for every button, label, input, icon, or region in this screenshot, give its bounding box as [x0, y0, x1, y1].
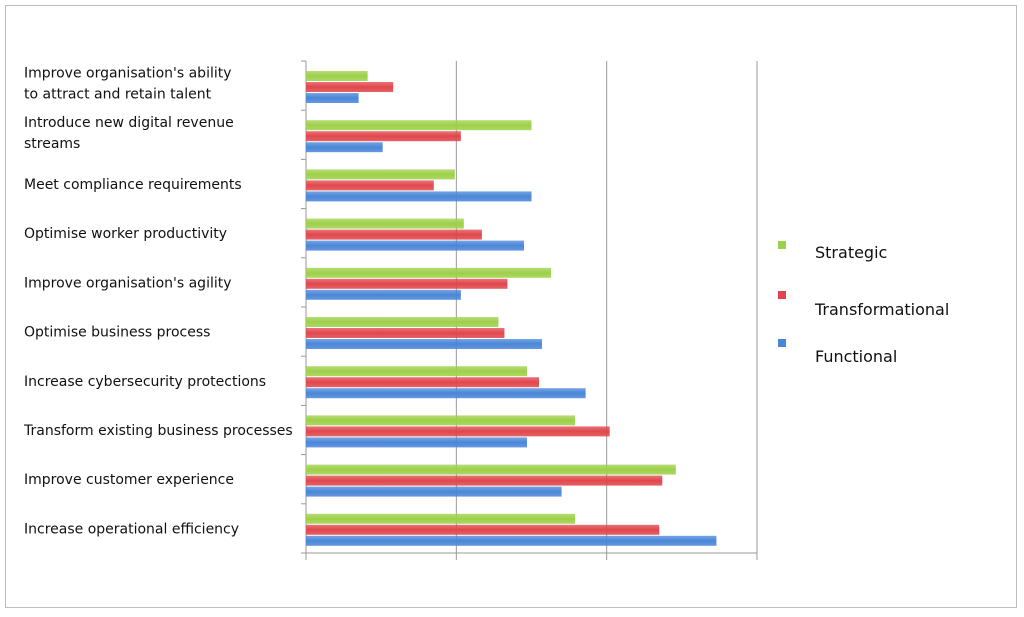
legend-label: Functional	[815, 347, 897, 366]
legend-marker-transformational	[778, 291, 786, 299]
category-label: Meet compliance requirements	[24, 177, 242, 193]
bar-strategic	[306, 120, 532, 131]
category-label-line: Optimise business process	[24, 325, 210, 341]
legend-label: Transformational	[814, 300, 949, 319]
category-label: Improve organisation's agility	[24, 275, 232, 291]
chart-frame	[5, 5, 1017, 608]
category-label-line: Increase operational efficiency	[24, 521, 239, 537]
bar-functional	[306, 93, 359, 103]
category-label-line: Improve organisation's agility	[24, 275, 232, 291]
bar-strategic	[306, 415, 576, 426]
category-label: Optimise business process	[24, 325, 210, 341]
legend-marker-functional	[778, 339, 786, 347]
category-label-line: Improve organisation's ability	[24, 66, 232, 82]
category-label: Improve organisation's ability to attract…	[24, 66, 232, 103]
bar-transformational	[306, 524, 660, 535]
bar-functional	[306, 191, 532, 202]
category-label: Increase cybersecurity protections	[24, 374, 266, 390]
bar-transformational	[306, 426, 610, 437]
category-label-line: to attract and retain talent	[24, 87, 212, 103]
bar-functional	[306, 142, 383, 153]
category-label: Optimise worker productivity	[24, 226, 227, 242]
bar-transformational	[306, 180, 434, 191]
category-label: Introduce new digital revenue streams	[24, 115, 234, 152]
bar-functional	[306, 535, 717, 546]
bar-strategic	[306, 464, 676, 475]
bar-transformational	[306, 328, 505, 338]
bar-strategic	[306, 366, 527, 377]
category-label-line: Optimise worker productivity	[24, 226, 227, 242]
bar-functional	[306, 339, 543, 349]
bar-strategic	[306, 218, 464, 229]
category-label: Transform existing business processes	[23, 423, 293, 439]
bar-transformational	[306, 475, 663, 486]
bar-functional	[306, 486, 562, 497]
bar-functional	[306, 289, 461, 300]
bar-transformational	[306, 131, 461, 142]
bar-functional	[306, 240, 524, 251]
legend-label: Strategic	[815, 243, 887, 262]
category-label-line: Increase cybersecurity protections	[24, 374, 266, 390]
bar-strategic	[306, 267, 552, 278]
category-label-line: Transform existing business processes	[23, 423, 293, 439]
bar-transformational	[306, 278, 508, 289]
category-label-line: Introduce new digital revenue	[24, 115, 234, 131]
bar-strategic	[306, 169, 455, 180]
legend-marker-strategic	[778, 241, 786, 249]
bar-functional	[306, 437, 527, 448]
category-label: Increase operational efficiency	[24, 521, 239, 537]
category-label-line: Improve customer experience	[24, 472, 234, 488]
category-label: Improve customer experience	[24, 472, 234, 488]
bar-transformational	[306, 377, 540, 388]
bar-transformational	[306, 82, 394, 92]
bar-strategic	[306, 317, 499, 327]
category-label-line: Meet compliance requirements	[24, 177, 242, 193]
bar-strategic	[306, 71, 368, 81]
bar-functional	[306, 388, 586, 399]
category-label-line: streams	[24, 136, 80, 152]
bar-transformational	[306, 229, 482, 240]
bar-strategic	[306, 513, 576, 524]
